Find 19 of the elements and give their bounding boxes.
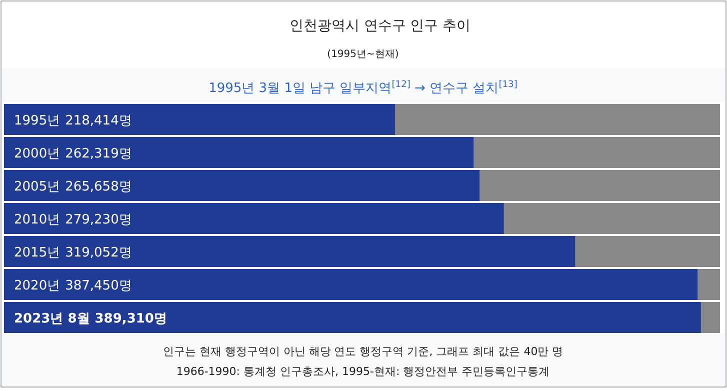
y-tick-label: 2000년 — [14, 146, 60, 162]
text: 1966-1990: 통계청 인구총조사, 1995-현재: 행정안전부 주민등록인구통계 — [176, 365, 550, 378]
y-tick-label: 2015년 — [14, 245, 60, 260]
text: 인구는 현재 행정구역이 아닌 해당 연도 행정구역 기준, 그래프 최대 값은 40만 명 — [162, 345, 564, 358]
y-tick-label: 2023년 8월 — [14, 311, 90, 326]
text: 1995년 3월 1일 남구 일부지역$^{[12]}$ → 연수구 설치$^{[13]}$ — [208, 80, 518, 96]
chart-title: 인천광역시 연수구 인구 추이 — [289, 18, 471, 34]
data-label: 319,052명 — [65, 245, 132, 260]
y-tick-label: 2020년 — [14, 278, 60, 294]
chart-subtitle: (1995년~현재) — [327, 49, 399, 60]
data-label: 265,658명 — [65, 180, 132, 195]
data-label: 279,230명 — [65, 212, 132, 228]
data-label: 387,450명 — [65, 278, 132, 294]
y-tick-label: 2005년 — [14, 180, 60, 195]
y-tick-label: 2010년 — [14, 212, 60, 228]
y-tick-label: 1995년 — [14, 114, 60, 129]
data-label: 389,310명 — [94, 311, 167, 326]
data-label: 262,319명 — [65, 146, 132, 162]
data-label: 218,414명 — [65, 114, 132, 129]
